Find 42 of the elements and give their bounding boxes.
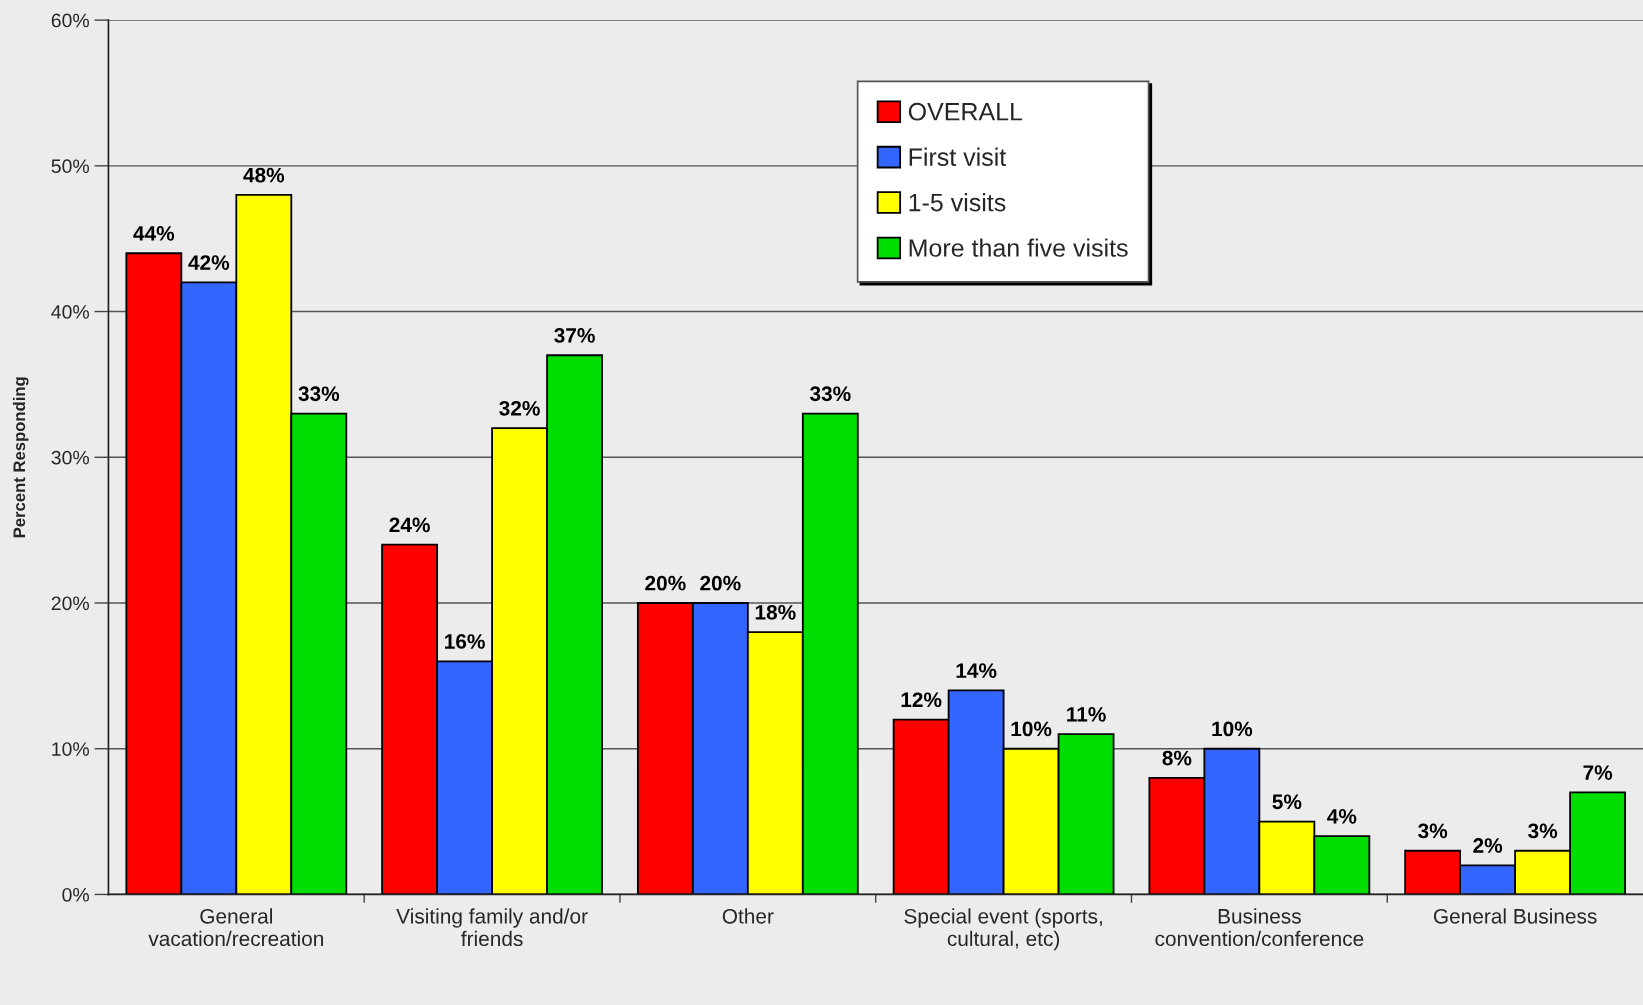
x-tick-label: General vacation/recreation	[148, 908, 323, 947]
legend-label: OVERALL	[908, 102, 1023, 121]
data-label: 20%	[645, 575, 686, 591]
x-tick-label: General Business	[1433, 908, 1597, 924]
data-label: 18%	[755, 604, 796, 620]
y-tick-label: 0%	[62, 887, 89, 902]
data-label: 3%	[1528, 823, 1558, 839]
y-tick-label: 40%	[51, 305, 89, 319]
y-tick-label: 50%	[51, 159, 89, 174]
data-label: 42%	[188, 255, 230, 270]
x-tick-label: Visiting family and/or friends	[396, 908, 588, 947]
data-label: 16%	[445, 634, 485, 649]
data-label: 24%	[389, 517, 430, 533]
data-label: 3%	[1418, 823, 1448, 839]
data-label: 32%	[499, 400, 540, 416]
data-label: 4%	[1327, 809, 1357, 824]
data-label: 48%	[243, 167, 285, 183]
data-label: 11%	[1067, 707, 1106, 722]
legend-label: 1-5 visits	[909, 193, 1006, 212]
data-label: 8%	[1162, 750, 1192, 766]
legend-label: First visit	[909, 147, 1007, 166]
y-axis-title: Percent Responding	[12, 377, 29, 538]
y-tick-label: 10%	[52, 742, 89, 756]
data-label: 10%	[1011, 721, 1052, 737]
data-label: 7%	[1583, 765, 1613, 780]
data-label: 2%	[1473, 838, 1503, 853]
legend-label: More than five visits	[909, 238, 1128, 257]
data-label: 5%	[1272, 794, 1302, 810]
data-label: 20%	[700, 575, 741, 591]
data-label: 12%	[901, 692, 942, 708]
data-label: 37%	[554, 328, 595, 343]
data-label: 14%	[956, 663, 997, 678]
x-tick-label: Business convention/conference	[1155, 908, 1364, 947]
x-tick-label: Other	[722, 908, 774, 924]
data-label: 33%	[809, 386, 851, 402]
data-label: 44%	[133, 226, 175, 241]
x-tick-label: Special event (sports, cultural, etc)	[904, 908, 1102, 951]
y-tick-label: 30%	[51, 450, 89, 465]
data-label: 10%	[1212, 721, 1253, 737]
y-tick-label: 20%	[51, 596, 89, 611]
y-tick-label: 60%	[51, 13, 89, 28]
data-label: 33%	[298, 386, 340, 402]
